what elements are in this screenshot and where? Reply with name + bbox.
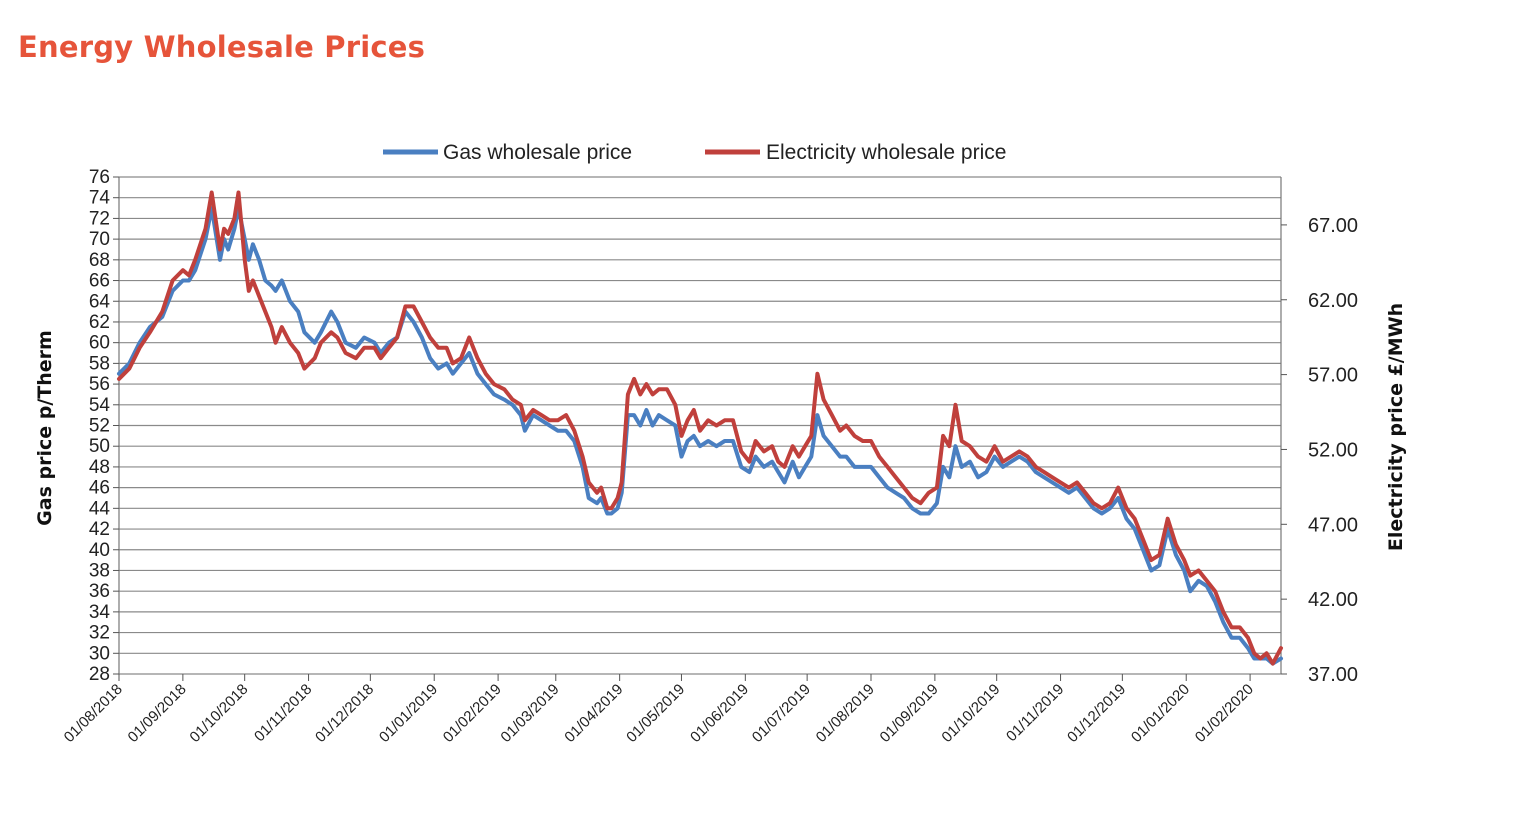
- x-tick-label: 01/09/2019: [877, 681, 942, 746]
- legend-label-electricity: Electricity wholesale price: [766, 141, 1006, 164]
- y-tick-label: 28: [89, 664, 110, 685]
- y-tick-label: 32: [89, 623, 110, 644]
- x-tick-label: 01/11/2018: [251, 681, 315, 745]
- y-axis-left-label: Gas price p/Therm: [34, 330, 56, 526]
- y-tick-label: 42: [89, 519, 110, 540]
- x-tick-label: 01/11/2019: [1003, 681, 1067, 745]
- x-tick-label: 01/07/2019: [749, 681, 814, 746]
- y-tick-label: 40: [89, 540, 110, 561]
- x-tick-label: 01/09/2018: [125, 681, 190, 746]
- x-tick-label: 01/05/2019: [623, 681, 688, 746]
- y-tick-label: 38: [89, 560, 110, 581]
- y-tick-label: 76: [89, 167, 110, 188]
- x-tick-label: 01/01/2020: [1128, 681, 1193, 746]
- legend-label-gas: Gas wholesale price: [443, 141, 632, 164]
- x-tick-label: 01/02/2019: [440, 681, 505, 746]
- x-tick-label: 01/10/2019: [938, 681, 1003, 746]
- series-line-gas: [117, 206, 1283, 666]
- y-tick-label: 46: [89, 478, 110, 499]
- y-tick-label: 74: [89, 188, 111, 209]
- x-tick-label: 01/08/2019: [813, 681, 878, 746]
- y-tick-label: 58: [89, 353, 110, 374]
- y-axis-right-label: Electricity price £/MWh: [1385, 303, 1407, 551]
- x-tick-label: 01/12/2019: [1064, 681, 1129, 746]
- y-tick-label: 48: [89, 457, 110, 478]
- y-tick-label: 30: [89, 643, 110, 664]
- x-tick-label: 01/12/2018: [312, 681, 377, 746]
- y-axis-right: 37.00 42.00 47.00 52.00 57.00 62.00 67.00: [1281, 215, 1358, 686]
- y2-tick-label: 57.00: [1308, 365, 1358, 387]
- y-tick-label: 66: [89, 271, 110, 292]
- y-tick-label: 64: [89, 291, 111, 312]
- x-tick-label: 01/02/2020: [1192, 681, 1257, 746]
- y2-tick-label: 67.00: [1308, 215, 1358, 237]
- y-tick-label: 56: [89, 374, 110, 395]
- x-tick-label: 01/08/2018: [61, 681, 126, 746]
- y-tick-label: 50: [89, 436, 110, 457]
- x-tick-label: 01/10/2018: [186, 681, 251, 746]
- chart-legend: Gas wholesale price Electricity wholesale…: [383, 141, 1006, 164]
- y-tick-label: 52: [89, 416, 110, 437]
- x-tick-label: 01/04/2019: [561, 681, 626, 746]
- y-tick-label: 34: [89, 602, 111, 623]
- series-line-electricity: [117, 190, 1283, 666]
- y-tick-label: 36: [89, 581, 110, 602]
- y2-tick-label: 47.00: [1308, 514, 1358, 536]
- y-tick-label: 62: [89, 312, 110, 333]
- x-tick-label: 01/03/2019: [497, 681, 562, 746]
- chart-series: [117, 190, 1283, 666]
- y2-tick-label: 62.00: [1308, 290, 1358, 312]
- y2-tick-label: 42.00: [1308, 589, 1358, 611]
- y-tick-label: 70: [89, 229, 110, 250]
- y-tick-label: 54: [89, 395, 111, 416]
- x-tick-label: 01/06/2019: [687, 681, 752, 746]
- page-title: Energy Wholesale Prices: [18, 30, 426, 64]
- y-tick-label: 60: [89, 333, 110, 354]
- y-tick-label: 68: [89, 250, 110, 271]
- y2-tick-label: 37.00: [1308, 664, 1358, 686]
- y-tick-label: 72: [89, 208, 110, 229]
- x-tick-label: 01/01/2019: [376, 681, 441, 746]
- y-tick-label: 44: [89, 498, 111, 519]
- y2-tick-label: 52.00: [1308, 439, 1358, 461]
- y-axis-left: 2830323436384042444648505254565860626466…: [89, 167, 119, 685]
